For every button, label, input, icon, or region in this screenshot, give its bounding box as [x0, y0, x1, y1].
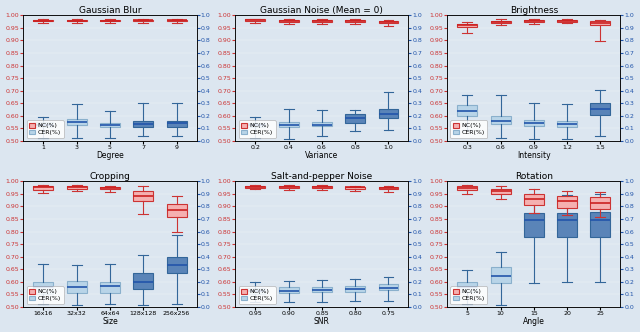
- PathPatch shape: [100, 20, 120, 21]
- Title: Cropping: Cropping: [90, 172, 131, 181]
- PathPatch shape: [33, 20, 53, 21]
- PathPatch shape: [33, 122, 53, 127]
- X-axis label: Size: Size: [102, 317, 118, 326]
- PathPatch shape: [33, 282, 53, 294]
- PathPatch shape: [378, 284, 399, 290]
- PathPatch shape: [591, 21, 611, 25]
- PathPatch shape: [133, 191, 153, 202]
- PathPatch shape: [166, 121, 186, 126]
- PathPatch shape: [524, 120, 544, 126]
- PathPatch shape: [524, 194, 544, 205]
- PathPatch shape: [557, 213, 577, 237]
- PathPatch shape: [591, 197, 611, 209]
- X-axis label: Degree: Degree: [96, 151, 124, 160]
- PathPatch shape: [67, 186, 86, 189]
- PathPatch shape: [491, 21, 511, 23]
- PathPatch shape: [133, 20, 153, 21]
- PathPatch shape: [67, 119, 86, 125]
- PathPatch shape: [245, 123, 266, 127]
- PathPatch shape: [378, 21, 399, 23]
- PathPatch shape: [312, 287, 332, 292]
- X-axis label: Intensity: Intensity: [517, 151, 550, 160]
- PathPatch shape: [345, 187, 365, 189]
- PathPatch shape: [133, 121, 153, 126]
- PathPatch shape: [345, 114, 365, 123]
- PathPatch shape: [378, 109, 399, 118]
- Legend: NC(%), CER(%): NC(%), CER(%): [27, 121, 63, 138]
- PathPatch shape: [378, 187, 399, 189]
- PathPatch shape: [524, 20, 544, 22]
- PathPatch shape: [133, 273, 153, 289]
- PathPatch shape: [491, 267, 511, 283]
- Legend: NC(%), CER(%): NC(%), CER(%): [451, 287, 488, 304]
- PathPatch shape: [245, 288, 266, 293]
- PathPatch shape: [458, 24, 477, 27]
- PathPatch shape: [312, 186, 332, 188]
- PathPatch shape: [67, 20, 86, 21]
- PathPatch shape: [245, 19, 266, 21]
- PathPatch shape: [591, 103, 611, 115]
- Legend: NC(%), CER(%): NC(%), CER(%): [451, 121, 488, 138]
- PathPatch shape: [458, 186, 477, 190]
- PathPatch shape: [100, 282, 120, 293]
- Legend: NC(%), CER(%): NC(%), CER(%): [27, 287, 63, 304]
- PathPatch shape: [166, 257, 186, 273]
- Title: Brightness: Brightness: [509, 6, 558, 15]
- PathPatch shape: [166, 20, 186, 21]
- Title: Gaussian Noise (Mean = 0): Gaussian Noise (Mean = 0): [260, 6, 383, 15]
- PathPatch shape: [458, 282, 477, 292]
- PathPatch shape: [278, 122, 299, 127]
- PathPatch shape: [557, 20, 577, 22]
- Legend: NC(%), CER(%): NC(%), CER(%): [239, 121, 276, 138]
- PathPatch shape: [557, 121, 577, 127]
- PathPatch shape: [166, 204, 186, 217]
- PathPatch shape: [345, 20, 365, 22]
- PathPatch shape: [557, 196, 577, 208]
- X-axis label: SNR: SNR: [314, 317, 330, 326]
- PathPatch shape: [278, 186, 299, 188]
- PathPatch shape: [67, 281, 86, 293]
- PathPatch shape: [100, 123, 120, 127]
- Title: Gaussian Blur: Gaussian Blur: [79, 6, 141, 15]
- PathPatch shape: [458, 105, 477, 116]
- PathPatch shape: [278, 20, 299, 22]
- PathPatch shape: [524, 213, 544, 237]
- Title: Rotation: Rotation: [515, 172, 553, 181]
- X-axis label: Angle: Angle: [523, 317, 545, 326]
- Legend: NC(%), CER(%): NC(%), CER(%): [239, 287, 276, 304]
- PathPatch shape: [312, 20, 332, 22]
- PathPatch shape: [491, 116, 511, 124]
- PathPatch shape: [278, 287, 299, 293]
- PathPatch shape: [245, 186, 266, 188]
- PathPatch shape: [591, 212, 611, 237]
- X-axis label: Variance: Variance: [305, 151, 339, 160]
- PathPatch shape: [312, 122, 332, 126]
- Title: Salt-and-pepper Noise: Salt-and-pepper Noise: [271, 172, 372, 181]
- PathPatch shape: [33, 186, 53, 190]
- PathPatch shape: [491, 189, 511, 195]
- PathPatch shape: [100, 187, 120, 189]
- PathPatch shape: [345, 286, 365, 291]
